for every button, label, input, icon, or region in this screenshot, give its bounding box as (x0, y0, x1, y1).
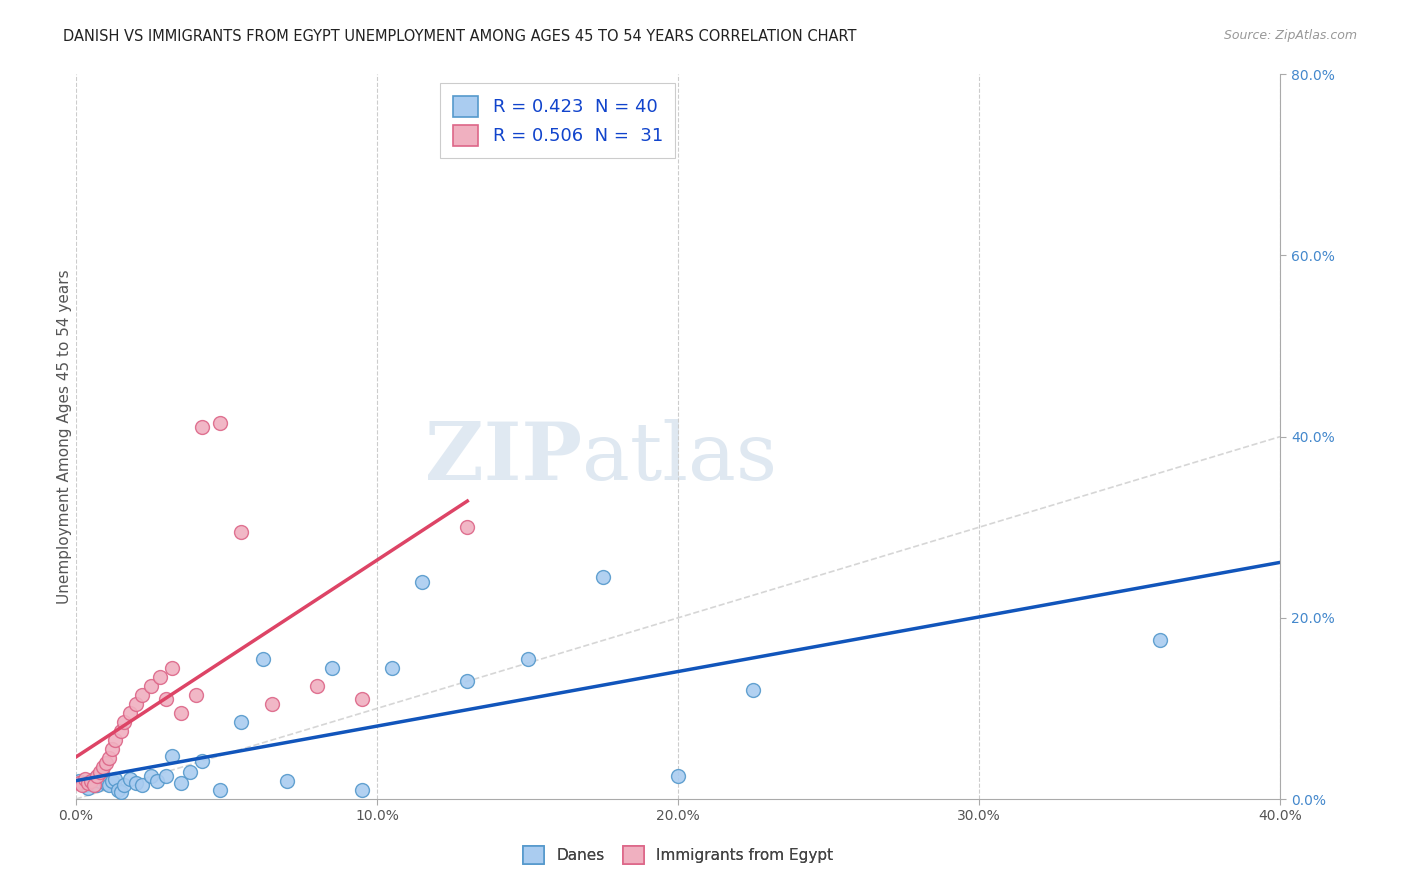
Point (83, 772, 105, 786)
Point (67, 776, 90, 790)
Point (94, 776, 117, 790)
Point (666, 769, 689, 783)
Point (110, 785, 132, 799)
Point (97, 751, 120, 765)
Point (170, 706, 193, 720)
Point (101, 773, 124, 788)
Point (149, 670, 172, 684)
Point (94, 756, 117, 770)
Point (276, 773, 298, 788)
Point (381, 660, 404, 674)
Point (155, 692, 177, 706)
Point (131, 779, 153, 793)
Point (76, 781, 98, 796)
Point (86, 769, 108, 783)
Point (67, 773, 90, 788)
Point (97, 779, 120, 793)
Point (742, 683, 765, 698)
Point (125, 697, 148, 711)
Point (160, 660, 183, 674)
Point (131, 688, 153, 702)
Point (70, 776, 93, 790)
Point (91, 769, 114, 783)
Point (139, 769, 162, 783)
Point (91, 760, 114, 774)
Point (155, 769, 177, 783)
Point (321, 660, 343, 674)
Point (252, 651, 274, 665)
Point (260, 697, 283, 711)
Point (73, 772, 96, 786)
Text: atlas: atlas (582, 419, 778, 498)
Point (80, 773, 103, 788)
Point (101, 742, 124, 756)
Point (592, 570, 614, 584)
Point (89, 773, 111, 788)
Point (118, 706, 141, 720)
Point (170, 776, 193, 790)
Point (305, 679, 328, 693)
Point (1149, 633, 1171, 648)
Y-axis label: Unemployment Among Ages 45 to 54 years: Unemployment Among Ages 45 to 54 years (58, 269, 72, 604)
Point (139, 679, 162, 693)
Point (73, 779, 96, 793)
Point (118, 772, 141, 786)
Point (191, 420, 214, 434)
Point (350, 783, 373, 797)
Point (186, 688, 208, 702)
Point (160, 748, 183, 763)
Point (191, 754, 214, 768)
Point (209, 416, 232, 430)
Point (125, 776, 148, 790)
Point (70, 779, 93, 793)
Point (104, 733, 127, 747)
Point (350, 692, 373, 706)
Point (456, 520, 478, 534)
Point (80, 776, 103, 790)
Point (456, 674, 478, 689)
Text: DANISH VS IMMIGRANTS FROM EGYPT UNEMPLOYMENT AMONG AGES 45 TO 54 YEARS CORRELATI: DANISH VS IMMIGRANTS FROM EGYPT UNEMPLOY… (63, 29, 856, 44)
Text: ZIP: ZIP (425, 419, 582, 498)
Text: Source: ZipAtlas.com: Source: ZipAtlas.com (1223, 29, 1357, 42)
Point (76, 776, 98, 790)
Legend: Danes, Immigrants from Egypt: Danes, Immigrants from Egypt (515, 838, 841, 871)
Point (112, 779, 135, 793)
Point (179, 764, 201, 779)
Point (89, 764, 111, 779)
Point (110, 724, 132, 739)
Point (146, 773, 169, 788)
Point (107, 783, 129, 797)
Point (104, 772, 127, 786)
Point (112, 714, 135, 729)
Point (86, 779, 108, 793)
Point (411, 574, 433, 589)
Point (231, 714, 253, 729)
Point (516, 651, 538, 665)
Point (231, 524, 253, 539)
Point (83, 779, 105, 793)
Point (209, 783, 232, 797)
